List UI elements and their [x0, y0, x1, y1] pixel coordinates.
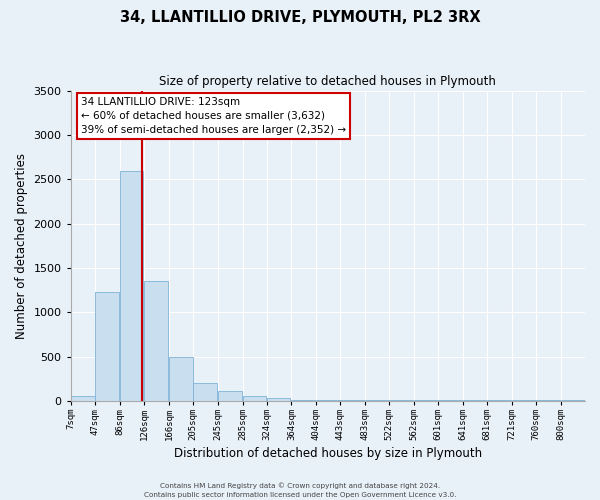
Bar — [95, 292, 119, 401]
X-axis label: Distribution of detached houses by size in Plymouth: Distribution of detached houses by size … — [174, 447, 482, 460]
Y-axis label: Number of detached properties: Number of detached properties — [15, 152, 28, 338]
Bar — [169, 356, 193, 401]
Text: Contains public sector information licensed under the Open Government Licence v3: Contains public sector information licen… — [144, 492, 456, 498]
Text: 34, LLANTILLIO DRIVE, PLYMOUTH, PL2 3RX: 34, LLANTILLIO DRIVE, PLYMOUTH, PL2 3RX — [119, 10, 481, 25]
Bar — [266, 398, 290, 401]
Bar — [144, 281, 168, 401]
Bar — [71, 396, 95, 401]
Title: Size of property relative to detached houses in Plymouth: Size of property relative to detached ho… — [160, 75, 496, 88]
Text: Contains HM Land Registry data © Crown copyright and database right 2024.: Contains HM Land Registry data © Crown c… — [160, 482, 440, 489]
Bar — [218, 391, 242, 401]
Bar — [193, 383, 217, 401]
Text: 34 LLANTILLIO DRIVE: 123sqm
← 60% of detached houses are smaller (3,632)
39% of : 34 LLANTILLIO DRIVE: 123sqm ← 60% of det… — [81, 97, 346, 135]
Bar — [242, 396, 266, 401]
Bar — [119, 171, 143, 401]
